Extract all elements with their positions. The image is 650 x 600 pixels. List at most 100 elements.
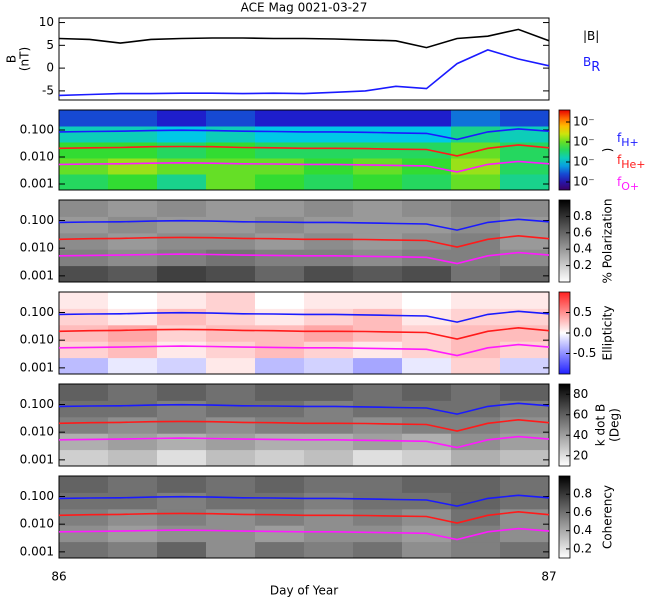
spectrogram-cell xyxy=(353,433,403,451)
spectrogram-cell xyxy=(206,232,256,250)
spectrogram-cell xyxy=(500,492,550,510)
spectrogram-cell xyxy=(206,525,256,543)
colorbar-tick-label: -0.5 xyxy=(573,346,596,360)
legend-name: |B| xyxy=(583,29,599,43)
spectrogram-cell xyxy=(304,341,354,359)
spectrogram-cell xyxy=(157,357,207,375)
y-tick-label: 0.100 xyxy=(20,122,54,136)
spectrogram-cell xyxy=(451,357,501,375)
colorbar-tick-label: 20 xyxy=(573,448,588,462)
series-line xyxy=(58,527,550,541)
spectrogram-cell xyxy=(304,508,354,526)
spectrogram-cell xyxy=(157,174,207,191)
spectrogram-cell xyxy=(157,158,207,175)
spectrogram-cell xyxy=(59,126,109,143)
series-line xyxy=(58,326,550,340)
spectrogram-cell xyxy=(304,525,354,543)
spectrogram-cell xyxy=(108,433,158,451)
spectrogram-cell xyxy=(59,525,109,543)
spectrogram-cell xyxy=(255,216,305,234)
spectrogram-cell xyxy=(157,384,207,401)
spectrogram-cell xyxy=(451,449,501,467)
spectrogram-cell xyxy=(59,216,109,234)
y-tick-label: 0.001 xyxy=(20,268,54,282)
spectrogram-cell xyxy=(402,174,452,191)
colorbar-tick-label: 0.5 xyxy=(573,305,592,319)
spectrogram-cell xyxy=(108,249,158,267)
spectrogram-cell xyxy=(206,400,256,418)
panel: 0.2 0.4 0.6 0.8 % Polarization 0.001 0.010 0.10… xyxy=(20,199,615,284)
legend-name: f xyxy=(617,175,622,189)
spectrogram-cell xyxy=(304,249,354,267)
spectrogram-cell xyxy=(206,433,256,451)
chart-title: ACE Mag 0021-03-27 xyxy=(241,1,368,15)
spectrogram-cell xyxy=(157,541,207,559)
spectrogram-cell xyxy=(353,541,403,559)
spectrogram-cell xyxy=(59,308,109,326)
colorbar-tick-label: 0.8 xyxy=(573,487,592,501)
spectrogram-cell xyxy=(451,476,501,493)
spectrogram-cell xyxy=(157,433,207,451)
legend-name: f xyxy=(617,131,622,145)
spectrogram-cell xyxy=(157,508,207,526)
spectrogram-cell xyxy=(206,200,256,217)
panel: -0.5 0.0 0.5 Ellipticity 0.001 0.010 0.100 xyxy=(20,291,615,375)
series-line xyxy=(58,402,550,415)
spectrogram-cell xyxy=(59,341,109,359)
spectrogram-cell xyxy=(255,492,305,510)
spectrogram-cell xyxy=(255,142,305,159)
spectrogram-cell xyxy=(353,476,403,493)
colorbar-tick-label: 0.6 xyxy=(573,505,592,519)
spectrogram-cell xyxy=(157,449,207,467)
spectrogram-cell xyxy=(500,232,550,250)
spectrogram-cell xyxy=(108,541,158,559)
legend-entry: fH+ xyxy=(617,131,639,150)
spectrogram-cell xyxy=(500,110,550,127)
spectrogram-cell xyxy=(304,400,354,418)
colorbar-tick-label: 80 xyxy=(573,387,588,401)
colorbar-tick-label: 0.2 xyxy=(573,541,592,555)
spectrogram-cell xyxy=(157,232,207,250)
spectrogram-cell xyxy=(353,158,403,175)
spectrogram-cell xyxy=(108,232,158,250)
legend-subscript: O+ xyxy=(621,180,639,193)
spectrogram-cell xyxy=(255,200,305,217)
colorbar xyxy=(558,383,571,467)
colorbar-tick-label: 0.6 xyxy=(573,225,592,239)
spectrogram-cell xyxy=(304,476,354,493)
spectrogram-cell xyxy=(304,158,354,175)
y-tick-label: 0.100 xyxy=(20,213,54,227)
spectrogram-cell xyxy=(255,308,305,326)
colorbar-tick-label: 0.8 xyxy=(573,209,592,223)
y-tick-label: 0.010 xyxy=(20,241,54,255)
spectrogram-cell xyxy=(108,174,158,191)
spectrogram-cell xyxy=(157,476,207,493)
spectrogram-cell xyxy=(108,308,158,326)
spectrogram-cell xyxy=(500,400,550,418)
spectrogram-cell xyxy=(353,324,403,342)
spectrogram-cell xyxy=(108,508,158,526)
spectrogram-cell xyxy=(206,308,256,326)
y-tick-label: 0.100 xyxy=(20,489,54,503)
spectrogram-cell xyxy=(59,158,109,175)
spectrogram-cell xyxy=(500,292,550,309)
spectrogram-cell xyxy=(500,449,550,467)
colorbar-label: k dot B xyxy=(594,404,608,446)
spectrogram-cell xyxy=(59,416,109,434)
spectrogram-cell xyxy=(157,416,207,434)
y-tick-label: 0 xyxy=(46,61,54,75)
spectrogram-cell xyxy=(255,384,305,401)
y-tick-label: 0.001 xyxy=(20,177,54,191)
series-line xyxy=(58,128,550,141)
spectrogram-cell xyxy=(353,449,403,467)
spectrogram-cell xyxy=(157,341,207,359)
spectrogram-cell xyxy=(255,158,305,175)
spectrogram-cell xyxy=(353,357,403,375)
series-line xyxy=(58,49,550,97)
spectrogram-cell xyxy=(255,292,305,309)
spectrogram-cell xyxy=(451,265,501,283)
y-tick-label: 0.010 xyxy=(20,150,54,164)
colorbar-label: ) xyxy=(601,148,615,153)
spectrogram-cell xyxy=(157,324,207,342)
